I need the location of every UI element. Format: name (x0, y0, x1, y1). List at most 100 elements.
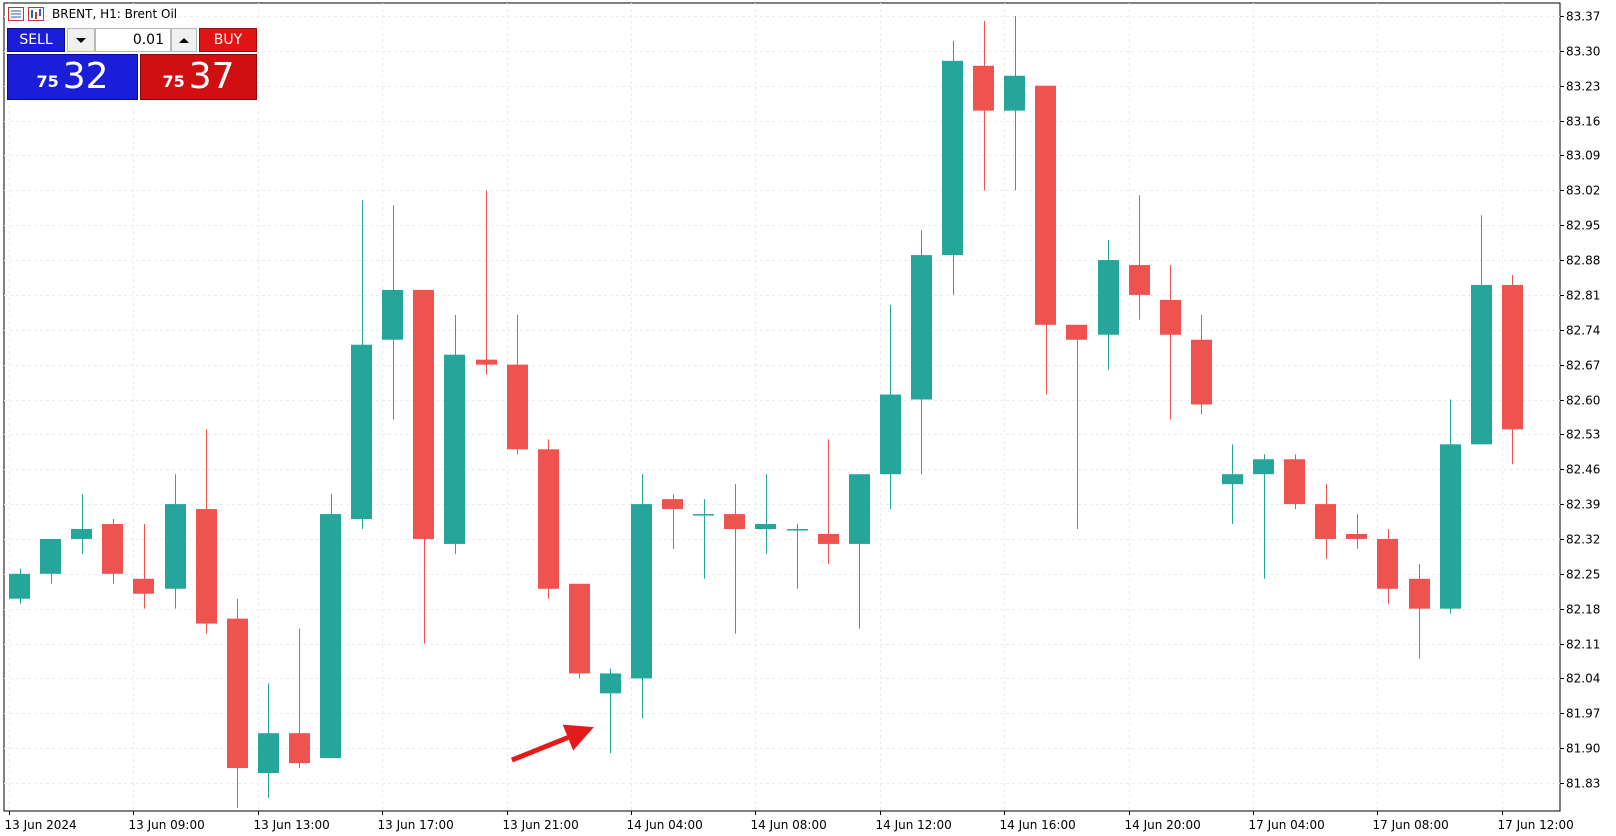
candle-body (351, 344, 372, 520)
candle-body (133, 578, 154, 594)
candle[interactable] (1409, 563, 1430, 659)
time-tick-label: 14 Jun 12:00 (876, 818, 952, 832)
candle-body (320, 514, 341, 759)
price-tick-label: 82.04 (1566, 672, 1600, 686)
candle[interactable] (1253, 454, 1274, 579)
candle-body (755, 524, 776, 529)
candle-body (662, 499, 683, 510)
price-tick-label: 82.25 (1566, 568, 1600, 582)
candle[interactable] (258, 683, 279, 798)
candle[interactable] (849, 474, 870, 629)
time-tick-label: 13 Jun 21:00 (503, 818, 579, 832)
candle[interactable] (1098, 240, 1119, 370)
candle-body (71, 528, 92, 539)
price-axis[interactable]: 83.37 83.30 83.23 83.16 83.09 83.02 82.95 82.88… (1560, 10, 1600, 791)
candles-layer (9, 16, 1523, 808)
candle[interactable] (787, 524, 808, 589)
candle[interactable] (973, 20, 994, 191)
candle[interactable] (1440, 399, 1461, 614)
price-tick-label: 82.53 (1566, 428, 1600, 442)
candle-body (1222, 474, 1243, 485)
candle[interactable] (165, 474, 186, 609)
candle[interactable] (755, 474, 776, 554)
price-tick-label: 82.32 (1566, 533, 1600, 547)
candle[interactable] (382, 205, 403, 420)
candle-body (1315, 504, 1336, 539)
candle[interactable] (413, 289, 434, 644)
lot-decrease-button[interactable] (67, 28, 95, 52)
candle[interactable] (538, 439, 559, 599)
price-tick-label: 82.60 (1566, 394, 1600, 408)
candle[interactable] (320, 494, 341, 759)
candle-body (973, 65, 994, 111)
candle[interactable] (631, 474, 652, 719)
candle[interactable] (662, 494, 683, 549)
time-tick-label: 14 Jun 08:00 (751, 818, 827, 832)
price-tick-label: 83.30 (1566, 45, 1600, 59)
buy-button[interactable]: BUY (199, 28, 257, 52)
candle[interactable] (1129, 195, 1150, 320)
candle-body (1160, 299, 1181, 335)
chart-header: BRENT, H1: Brent Oil (8, 5, 177, 23)
price-tick-label: 81.83 (1566, 777, 1600, 791)
candle[interactable] (351, 200, 372, 529)
candle[interactable] (1222, 444, 1243, 525)
sell-button[interactable]: SELL (7, 28, 65, 52)
candle[interactable] (196, 429, 217, 634)
annotations-layer (510, 724, 594, 763)
lot-increase-button[interactable] (171, 28, 197, 52)
candle[interactable] (1160, 265, 1181, 420)
candle-body (1035, 85, 1056, 325)
buy-price-small: 75 (162, 72, 185, 91)
candle[interactable] (71, 494, 92, 554)
candle[interactable] (9, 568, 30, 604)
price-tick-label: 82.18 (1566, 603, 1600, 617)
candle[interactable] (818, 439, 839, 564)
time-tick-label: 14 Jun 04:00 (627, 818, 703, 832)
candle[interactable] (507, 314, 528, 455)
candle[interactable] (1471, 215, 1492, 445)
candle-body (102, 524, 123, 574)
candle[interactable] (1346, 514, 1367, 549)
time-tick-label: 17 Jun 12:00 (1498, 818, 1574, 832)
candle[interactable] (102, 519, 123, 584)
candle[interactable] (693, 499, 714, 579)
candle[interactable] (880, 304, 901, 510)
candle[interactable] (1377, 528, 1398, 604)
candle-body (942, 60, 963, 256)
candle[interactable] (569, 583, 590, 679)
candle[interactable] (1502, 274, 1523, 465)
candle[interactable] (911, 230, 932, 475)
price-tick-label: 83.16 (1566, 115, 1600, 129)
candle-body (1191, 339, 1212, 405)
candle[interactable] (1315, 484, 1336, 559)
candle-body (227, 618, 248, 769)
buy-price-display[interactable]: 75 37 (140, 54, 257, 100)
time-axis[interactable]: 13 Jun 2024 13 Jun 09:00 13 Jun 13:00 13 Ju… (5, 811, 1574, 832)
candle[interactable] (444, 314, 465, 554)
candle-body (507, 364, 528, 450)
candle[interactable] (1004, 16, 1025, 191)
candle[interactable] (1066, 324, 1087, 529)
lot-size-input[interactable]: 0.01 (95, 28, 171, 52)
chart-window-icon[interactable] (8, 7, 24, 21)
candle[interactable] (476, 190, 497, 375)
candle[interactable] (1284, 454, 1305, 510)
candle-body (413, 289, 434, 539)
candle-body (1440, 444, 1461, 609)
candle[interactable] (1191, 314, 1212, 415)
candle[interactable] (724, 484, 745, 634)
symbol-icon[interactable] (28, 7, 44, 21)
sell-price-display[interactable]: 75 32 (7, 54, 138, 100)
candle[interactable] (600, 668, 621, 754)
candle[interactable] (1035, 85, 1056, 395)
candle[interactable] (942, 40, 963, 295)
annotation-arrow[interactable] (510, 724, 594, 763)
candle[interactable] (133, 524, 154, 609)
lot-size-value: 0.01 (132, 32, 164, 48)
candle[interactable] (289, 628, 310, 769)
price-tick-label: 82.88 (1566, 254, 1600, 268)
candle[interactable] (227, 598, 248, 808)
candle[interactable] (40, 538, 61, 584)
